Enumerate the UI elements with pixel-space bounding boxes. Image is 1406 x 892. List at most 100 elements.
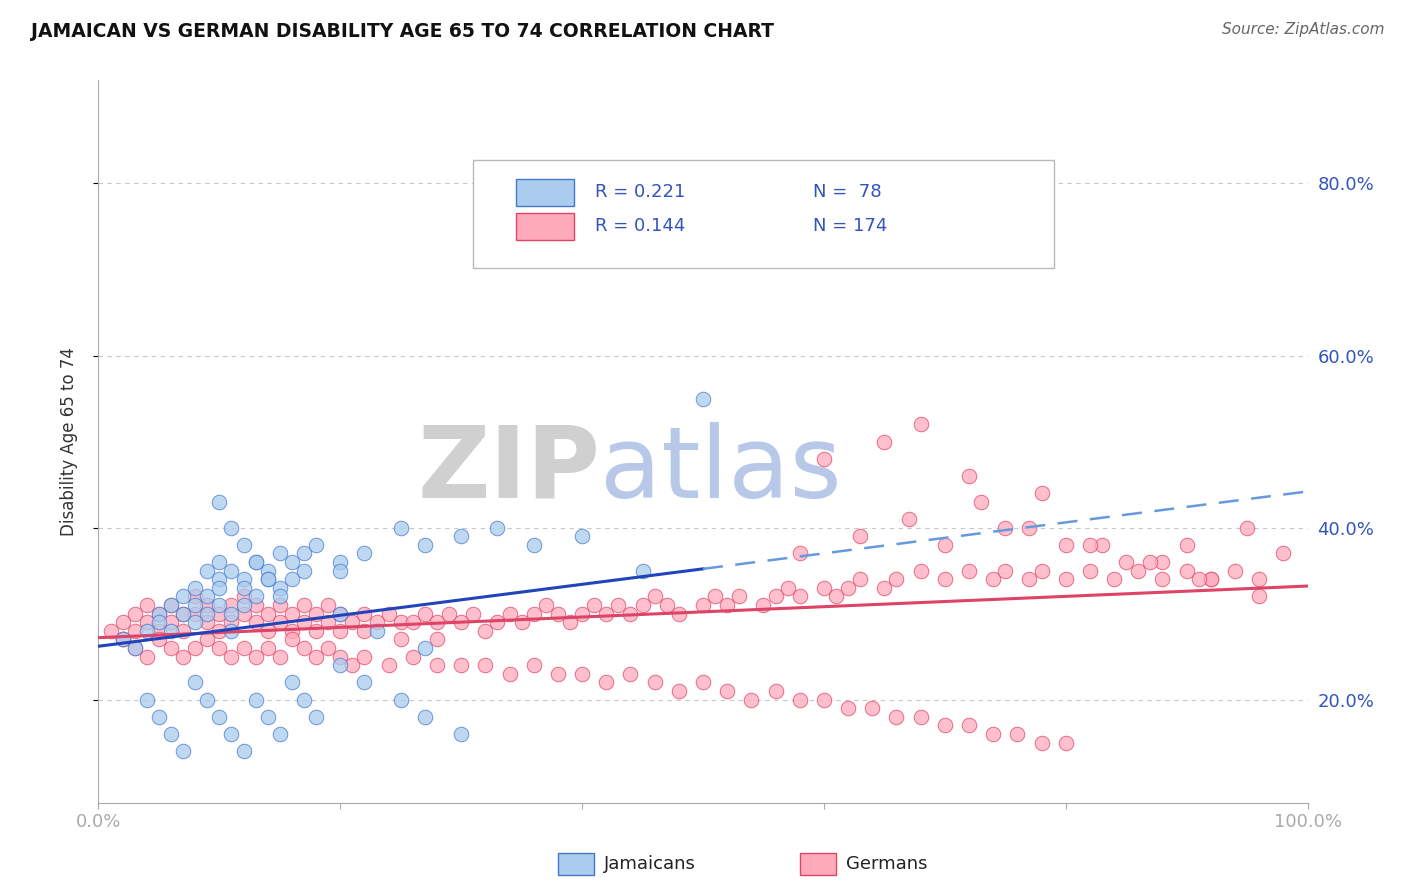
Point bbox=[825, 590, 848, 604]
Point bbox=[221, 649, 243, 664]
Point bbox=[148, 632, 170, 647]
Text: R = 0.144: R = 0.144 bbox=[595, 218, 686, 235]
Point bbox=[970, 494, 993, 508]
Point bbox=[571, 666, 593, 681]
Point bbox=[184, 640, 207, 655]
Point bbox=[245, 555, 267, 569]
Point bbox=[619, 666, 641, 681]
Point bbox=[160, 727, 183, 741]
Y-axis label: Disability Age 65 to 74: Disability Age 65 to 74 bbox=[59, 347, 77, 536]
Point bbox=[789, 692, 811, 706]
Point bbox=[813, 581, 835, 595]
Point bbox=[910, 710, 932, 724]
Point bbox=[450, 727, 472, 741]
Point bbox=[644, 590, 666, 604]
Point bbox=[1054, 538, 1077, 552]
Point bbox=[195, 607, 218, 621]
Point bbox=[366, 624, 388, 638]
Point bbox=[305, 649, 328, 664]
Point bbox=[245, 692, 267, 706]
Point bbox=[184, 598, 207, 612]
Point bbox=[148, 710, 170, 724]
Point bbox=[413, 607, 436, 621]
Point bbox=[353, 624, 375, 638]
Point bbox=[619, 607, 641, 621]
Point bbox=[413, 710, 436, 724]
Point bbox=[837, 581, 859, 595]
Point bbox=[1115, 555, 1137, 569]
Point bbox=[292, 598, 315, 612]
Point bbox=[256, 564, 278, 578]
Point bbox=[245, 590, 267, 604]
Point bbox=[389, 615, 412, 630]
Point bbox=[208, 555, 231, 569]
Point bbox=[426, 658, 449, 673]
Point bbox=[281, 632, 304, 647]
Point bbox=[1054, 735, 1077, 749]
Point bbox=[692, 675, 714, 690]
Point bbox=[1152, 555, 1174, 569]
Point bbox=[450, 658, 472, 673]
Point bbox=[534, 598, 557, 612]
Text: JAMAICAN VS GERMAN DISABILITY AGE 65 TO 74 CORRELATION CHART: JAMAICAN VS GERMAN DISABILITY AGE 65 TO … bbox=[31, 22, 773, 41]
Point bbox=[160, 624, 183, 638]
Point bbox=[860, 701, 883, 715]
Point bbox=[402, 649, 425, 664]
Point bbox=[873, 581, 896, 595]
Point bbox=[148, 624, 170, 638]
Point bbox=[195, 692, 218, 706]
Point bbox=[595, 607, 617, 621]
Point bbox=[256, 607, 278, 621]
Point bbox=[269, 590, 291, 604]
Point bbox=[160, 640, 183, 655]
Text: R = 0.221: R = 0.221 bbox=[595, 183, 686, 202]
Point bbox=[1175, 538, 1198, 552]
Point bbox=[256, 640, 278, 655]
Point bbox=[269, 598, 291, 612]
Point bbox=[474, 658, 496, 673]
Point bbox=[1223, 564, 1246, 578]
Point bbox=[292, 546, 315, 560]
Point bbox=[111, 632, 134, 647]
Point bbox=[981, 727, 1004, 741]
Point bbox=[523, 538, 546, 552]
Point bbox=[281, 675, 304, 690]
Point bbox=[463, 607, 485, 621]
Point bbox=[111, 615, 134, 630]
Point bbox=[1078, 538, 1101, 552]
Point bbox=[655, 598, 678, 612]
Point bbox=[329, 607, 352, 621]
Point bbox=[256, 624, 278, 638]
Point bbox=[886, 572, 908, 586]
Point bbox=[111, 632, 134, 647]
Point bbox=[305, 607, 328, 621]
Point bbox=[1249, 590, 1271, 604]
Text: atlas: atlas bbox=[600, 422, 842, 519]
Point bbox=[353, 649, 375, 664]
Point bbox=[849, 572, 872, 586]
Point bbox=[269, 727, 291, 741]
Point bbox=[523, 658, 546, 673]
Point bbox=[329, 658, 352, 673]
Point bbox=[208, 494, 231, 508]
Point bbox=[221, 520, 243, 534]
Point bbox=[426, 615, 449, 630]
Text: Jamaicans: Jamaicans bbox=[603, 855, 696, 873]
Point bbox=[366, 615, 388, 630]
Point bbox=[1054, 572, 1077, 586]
Point bbox=[292, 615, 315, 630]
Point bbox=[716, 598, 738, 612]
Point bbox=[195, 632, 218, 647]
Point bbox=[195, 590, 218, 604]
FancyBboxPatch shape bbox=[474, 160, 1053, 268]
Point bbox=[221, 598, 243, 612]
Point bbox=[329, 607, 352, 621]
Point bbox=[148, 607, 170, 621]
Point bbox=[837, 701, 859, 715]
Point bbox=[1007, 727, 1029, 741]
Point bbox=[184, 581, 207, 595]
Point bbox=[1018, 520, 1040, 534]
Point bbox=[668, 684, 690, 698]
Point bbox=[910, 564, 932, 578]
Point bbox=[329, 555, 352, 569]
